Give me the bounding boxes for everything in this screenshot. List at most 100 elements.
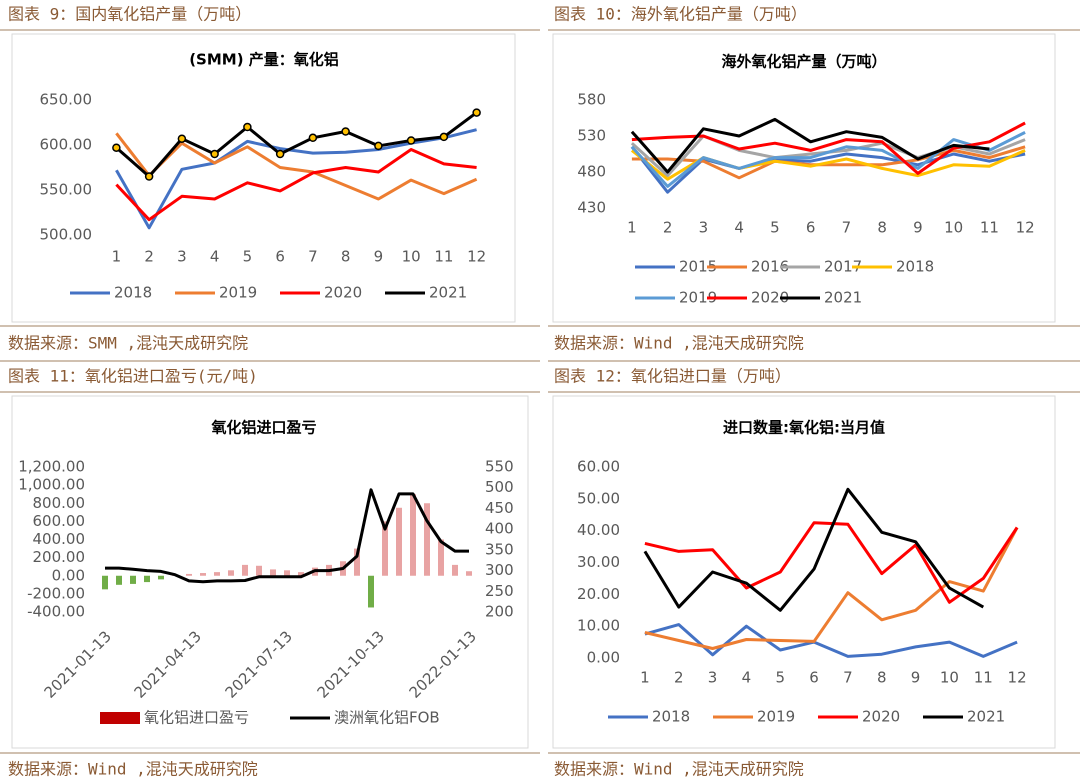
point-marker	[144, 172, 154, 181]
x-tick-label: 2021-01-13	[41, 627, 115, 701]
bar	[396, 507, 402, 576]
x-tick-label: 3	[177, 248, 187, 266]
y-tick-label: 300	[485, 561, 514, 579]
source: 数据来源：Wind ,混沌天成研究院	[554, 334, 804, 353]
legend-label: 2020	[751, 289, 789, 307]
caption: 图表 10：海外氧化铝产量（万吨）	[554, 5, 807, 24]
y-tick-label: 500	[485, 478, 514, 496]
legend-label: 2021	[824, 289, 862, 307]
x-tick-label: 7	[308, 248, 318, 266]
x-tick-label: 4	[210, 248, 220, 266]
bar	[354, 548, 360, 576]
y-tick-label: 0.00	[587, 649, 620, 667]
x-tick-label: 3	[708, 669, 718, 687]
series-line	[115, 128, 477, 230]
y-tick-label: 20.00	[577, 585, 620, 603]
legend-label: 2021	[967, 708, 1005, 726]
x-tick-label: 10	[402, 248, 421, 266]
legend-swatch	[100, 712, 140, 724]
chart-title: (SMM) 产量：氧化铝	[189, 51, 339, 69]
legend-label: 2019	[219, 284, 257, 302]
caption: 图表 11：氧化铝进口盈亏(元/吨)	[8, 367, 258, 386]
legend-label: 2015	[679, 258, 717, 276]
series-line	[630, 117, 990, 174]
x-tick-label: 5	[770, 219, 780, 237]
legend-label: 2018	[652, 708, 690, 726]
legend-label: 2017	[824, 258, 862, 276]
x-tick-label: 9	[374, 248, 384, 266]
x-tick-label: 3	[699, 219, 709, 237]
y-tick-label: 1,200.00	[18, 458, 85, 476]
legend-label: 2021	[429, 284, 467, 302]
x-tick-label: 2	[674, 669, 684, 687]
series-line	[115, 111, 478, 178]
x-tick-label: 2	[144, 248, 154, 266]
bar	[284, 570, 290, 576]
y-tick-label: 1,000.00	[18, 476, 85, 494]
y-tick-label: 480	[577, 163, 606, 181]
y-tick-label: 60.00	[577, 458, 620, 476]
x-tick-label: 6	[275, 248, 285, 266]
chart-title: 进口数量:氧化铝:当月值	[723, 419, 885, 437]
bar	[438, 539, 444, 576]
bar	[424, 503, 430, 576]
y-tick-label: 400	[485, 520, 514, 538]
x-tick-label: 2021-10-13	[314, 627, 388, 701]
bar	[242, 564, 248, 576]
y-tick-label: 50.00	[577, 489, 620, 507]
caption: 图表 9：国内氧化铝产量（万吨）	[8, 5, 251, 24]
x-tick-label: 2021-04-13	[131, 627, 205, 701]
x-tick-label: 10	[944, 219, 963, 237]
point-marker	[210, 149, 219, 159]
bar	[116, 575, 122, 585]
frames	[0, 29, 1080, 754]
source: 数据来源：Wind ,混沌天成研究院	[554, 760, 804, 779]
point-marker	[374, 141, 383, 151]
x-tick-label: 1	[640, 669, 650, 687]
x-tick-label: 10	[940, 669, 959, 687]
chart-frame	[11, 395, 529, 749]
x-tick-label: 4	[734, 219, 744, 237]
bar	[228, 570, 234, 576]
y-tick-label: 250	[485, 582, 514, 600]
bar	[158, 575, 164, 580]
bar	[298, 572, 304, 576]
point-marker	[112, 143, 121, 152]
series-line	[644, 521, 1019, 604]
legend-label: 2018	[896, 258, 934, 276]
bar	[144, 575, 150, 583]
y-tick-label: 580	[577, 91, 606, 109]
point-marker	[177, 134, 187, 143]
y-tick-label: -200.00	[27, 584, 85, 602]
series-line	[115, 132, 478, 201]
series-line	[630, 145, 1026, 194]
x-tick-label: 9	[913, 219, 923, 237]
point-marker	[439, 132, 449, 142]
source: 数据来源：Wind ,混沌天成研究院	[8, 760, 258, 779]
y-tick-label: 600.00	[40, 136, 93, 154]
chart-title: 海外氧化铝产量（万吨）	[721, 53, 886, 71]
bar	[186, 573, 192, 576]
x-tick-label: 11	[434, 248, 453, 266]
point-marker	[308, 133, 318, 143]
y-tick-label: 350	[485, 540, 514, 558]
x-tick-label: 7	[842, 219, 852, 237]
x-tick-label: 9	[911, 669, 921, 687]
x-tick-label: 6	[809, 669, 819, 687]
y-tick-label: -400.00	[27, 603, 85, 621]
bar	[214, 572, 220, 576]
legend-label: 2019	[757, 708, 795, 726]
y-tick-label: 30.00	[577, 553, 620, 571]
x-tick-label: 8	[877, 669, 887, 687]
y-tick-label: 40.00	[577, 521, 620, 539]
x-tick-label: 2	[663, 219, 673, 237]
series-line	[630, 131, 1026, 188]
legend-label: 2020	[862, 708, 900, 726]
y-tick-label: 0.00	[52, 566, 85, 584]
y-tick-label: 800.00	[33, 494, 86, 512]
point-marker	[275, 149, 285, 159]
series-line	[115, 148, 477, 222]
x-tick-label: 1	[112, 248, 122, 266]
x-tick-label: 11	[974, 669, 993, 687]
